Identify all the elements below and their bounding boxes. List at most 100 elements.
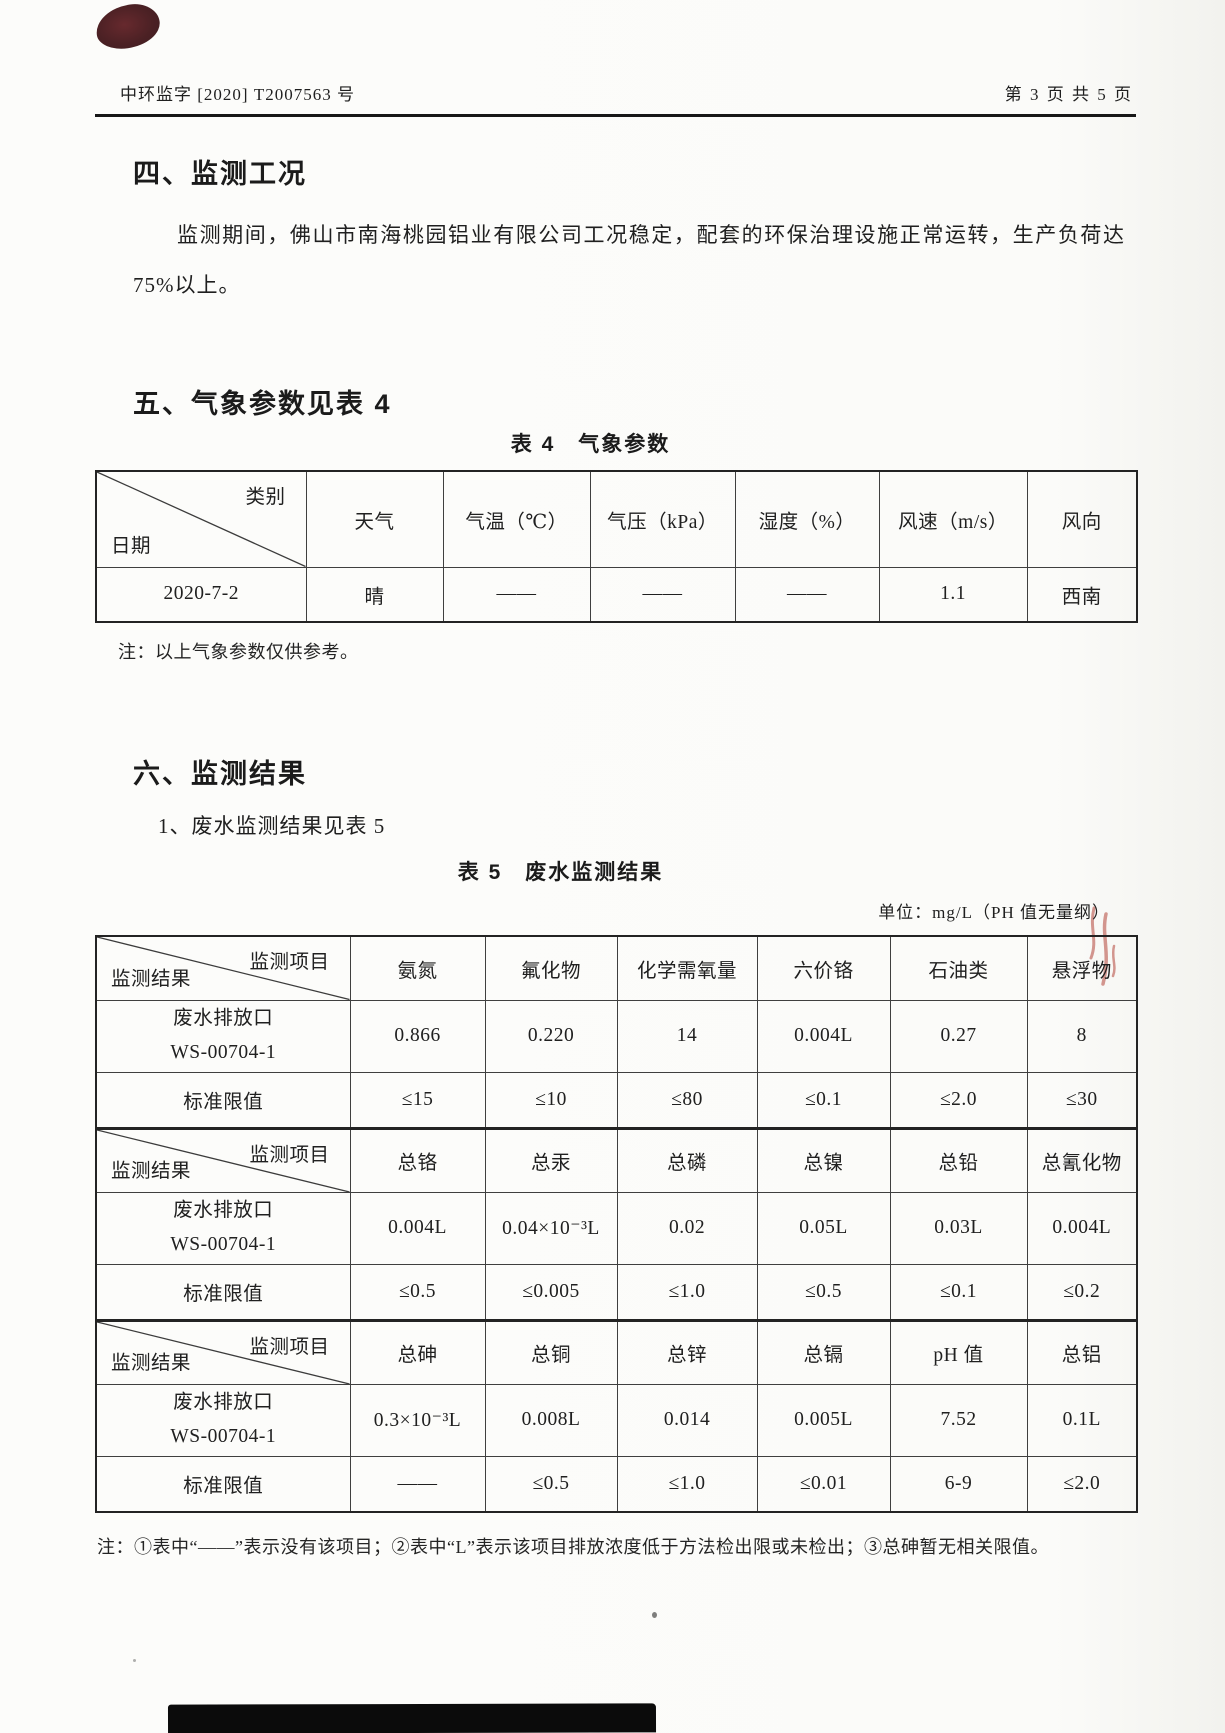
param-name-cell: 氨氮 (349, 935, 486, 1001)
t5-block1-result-row: 废水排放口 WS-00704-1 0.866 0.220 14 0.004L 0… (95, 999, 1138, 1073)
result-value-cell: 7.52 (889, 1383, 1028, 1457)
outlet-name: 废水排放口 (173, 1008, 274, 1029)
outlet-code: WS-00704-1 (170, 1042, 277, 1063)
t4-value-cell: —— (442, 566, 591, 623)
t4-header-cell: 风速（m/s） (878, 470, 1028, 568)
t5-corner-cell: 监测项目 监测结果 (95, 1126, 351, 1193)
param-name-cell: 总铬 (349, 1126, 486, 1193)
ink-stain-artifact (93, 0, 163, 53)
param-name-cell: 总砷 (349, 1318, 486, 1385)
result-value-cell: 0.004L (1026, 1191, 1138, 1265)
param-name-cell: 总锌 (616, 1318, 758, 1385)
limit-value-cell: ≤10 (484, 1071, 618, 1129)
corner-label-date: 日期 (111, 535, 152, 557)
t4-header-cell: 湿度（%） (734, 470, 880, 568)
outlet-cell: 废水排放口 WS-00704-1 (95, 1383, 351, 1457)
result-value-cell: 0.27 (889, 999, 1028, 1073)
param-name-cell: 总氰化物 (1026, 1126, 1138, 1193)
t5-block3-limit-row: 标准限值 —— ≤0.5 ≤1.0 ≤0.01 6-9 ≤2.0 (95, 1455, 1138, 1513)
section-4-heading: 四、监测工况 (133, 159, 307, 189)
section-5-heading: 五、气象参数见表 4 (133, 389, 392, 419)
outlet-name: 废水排放口 (173, 1200, 274, 1221)
t5-block3-header-row: 监测项目 监测结果 总砷 总铜 总锌 总镉 pH 值 总铝 (95, 1318, 1138, 1385)
table5-caption: 表 5 废水监测结果 (457, 861, 664, 884)
scan-speck (652, 1612, 657, 1618)
param-name-cell: 总铅 (889, 1126, 1028, 1193)
diagonal-line (97, 1322, 350, 1384)
param-name-cell: 总铜 (484, 1318, 618, 1385)
t4-header-cell: 风向 (1026, 470, 1138, 568)
result-value-cell: 0.05L (756, 1191, 891, 1265)
result-value-cell: 0.02 (616, 1191, 758, 1265)
result-value-cell: 14 (616, 999, 758, 1073)
page-indicator: 第 3 页 共 5 页 (1004, 85, 1133, 104)
result-value-cell: 0.004L (756, 999, 891, 1073)
result-value-cell: 8 (1026, 999, 1138, 1073)
t4-value-cell: 1.1 (878, 566, 1028, 623)
t5-block1-limit-row: 标准限值 ≤15 ≤10 ≤80 ≤0.1 ≤2.0 ≤30 (95, 1071, 1138, 1129)
limit-value-cell: ≤0.2 (1026, 1263, 1138, 1321)
t4-value-cell: —— (734, 566, 880, 623)
doc-number: 中环监字 [2020] T2007563 号 (120, 85, 355, 104)
outlet-cell: 废水排放口 WS-00704-1 (95, 999, 351, 1073)
table4-caption: 表 4 气象参数 (510, 433, 671, 456)
limit-label-cell: 标准限值 (95, 1071, 351, 1129)
result-value-cell: 0.03L (889, 1191, 1028, 1265)
limit-value-cell: ≤30 (1026, 1071, 1138, 1129)
t4-value-cell: 西南 (1026, 566, 1138, 623)
t4-header-cell: 气压（kPa） (589, 470, 736, 568)
header-rule (95, 114, 1136, 117)
result-value-cell: 0.220 (484, 999, 618, 1073)
t4-header-cell: 天气 (305, 470, 444, 568)
limit-value-cell: ≤1.0 (616, 1263, 758, 1321)
param-name-cell: 总汞 (484, 1126, 618, 1193)
limit-value-cell: ≤0.005 (484, 1263, 618, 1321)
limit-value-cell: ≤15 (349, 1071, 486, 1129)
table5-unit-note: 单位：mg/L（PH 值无量纲） (878, 903, 1110, 922)
table4-data-row: 2020-7-2 晴 —— —— —— 1.1 西南 (95, 566, 1138, 623)
result-value-cell: 0.1L (1026, 1383, 1138, 1457)
limit-label-cell: 标准限值 (95, 1263, 351, 1321)
param-name-cell: pH 值 (889, 1318, 1028, 1385)
result-value-cell: 0.008L (484, 1383, 618, 1457)
diagonal-line (97, 937, 350, 1000)
diagonal-line (97, 1130, 350, 1192)
section-6-sub1: 1、废水监测结果见表 5 (158, 814, 386, 838)
param-name-cell: 总磷 (616, 1126, 758, 1193)
table4-corner-cell: 类别 日期 (95, 470, 307, 568)
t5-corner-cell: 监测项目 监测结果 (95, 935, 351, 1001)
outlet-name: 废水排放口 (173, 1392, 274, 1413)
scan-speck (133, 1659, 136, 1662)
table4-header-row: 类别 日期 天气 气温（℃） 气压（kPa） 湿度（%） 风速（m/s） 风向 (95, 470, 1138, 568)
param-name-cell: 总镍 (756, 1126, 891, 1193)
limit-value-cell: ≤0.5 (484, 1455, 618, 1513)
param-name-cell: 总铝 (1026, 1318, 1138, 1385)
t4-value-cell: —— (589, 566, 736, 623)
scan-black-bar-artifact (167, 1703, 657, 1733)
monitoring-conditions-paragraph: 监测期间，佛山市南海桃园铝业有限公司工况稳定，配套的环保治理设施正常运转，生产负… (133, 223, 1125, 297)
param-name-cell: 总镉 (756, 1318, 891, 1385)
t5-block3-result-row: 废水排放口 WS-00704-1 0.3×10⁻³L 0.008L 0.014 … (95, 1383, 1138, 1457)
limit-value-cell: —— (349, 1455, 486, 1513)
result-value-cell: 0.3×10⁻³L (349, 1383, 486, 1457)
t4-header-cell: 气温（℃） (442, 470, 591, 568)
wastewater-results-table: 监测项目 监测结果 氨氮 氟化物 化学需氧量 六价铬 石油类 悬浮物 废水排放口… (95, 935, 1138, 1513)
outlet-code: WS-00704-1 (170, 1234, 277, 1255)
param-name-cell: 悬浮物 (1026, 935, 1138, 1001)
t5-corner-cell: 监测项目 监测结果 (95, 1318, 351, 1385)
limit-value-cell: 6-9 (889, 1455, 1028, 1513)
outlet-code: WS-00704-1 (170, 1426, 277, 1447)
corner-label-result: 监测结果 (111, 1160, 192, 1182)
corner-label-category: 类别 (245, 487, 286, 508)
limit-value-cell: ≤0.5 (349, 1263, 486, 1321)
result-value-cell: 0.014 (616, 1383, 758, 1457)
param-name-cell: 化学需氧量 (616, 935, 758, 1001)
limit-value-cell: ≤2.0 (889, 1071, 1028, 1129)
result-value-cell: 0.005L (756, 1383, 891, 1457)
section-6-heading: 六、监测结果 (133, 759, 307, 789)
t4-value-cell: 晴 (305, 566, 444, 623)
limit-value-cell: ≤2.0 (1026, 1455, 1138, 1513)
corner-label-result: 监测结果 (111, 968, 192, 990)
outlet-cell: 废水排放口 WS-00704-1 (95, 1191, 351, 1265)
corner-label-item: 监测项目 (249, 952, 330, 973)
